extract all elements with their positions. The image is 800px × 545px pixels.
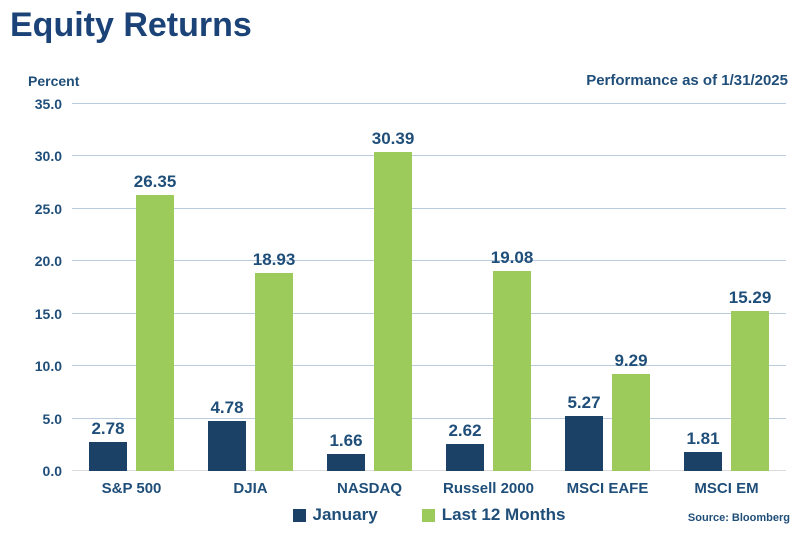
- gridline-20.0: [72, 260, 786, 262]
- plot-wrapper: 0.0 5.0 10.0 15.0 20.0 25.0 30.0 35.0 2.78 26.35…: [8, 96, 792, 479]
- bar-value-label-djia-last-12-months: 18.93: [252, 249, 296, 269]
- bar-russell-2000-last-12-months: [493, 270, 531, 471]
- legend-swatch-icon-january: [292, 508, 306, 522]
- y-tick-label-30.0: 30.0: [34, 148, 62, 165]
- y-axis: 0.0 5.0 10.0 15.0 20.0 25.0 30.0 35.0: [8, 96, 62, 479]
- bar-group-s-p-500: 2.78 26.35: [72, 104, 191, 471]
- bar-column-msci-eafe-january: 5.27: [565, 104, 603, 471]
- bar-column-msci-em-january: 1.81: [684, 104, 722, 471]
- bar-column-msci-em-last-12-months: 15.29: [728, 104, 772, 471]
- bar-group-nasdaq: 1.66 30.39: [310, 104, 429, 471]
- gridline-30.0: [72, 155, 786, 157]
- legend-item-last-12-months: Last 12 Months: [421, 505, 566, 525]
- bar-column-russell-2000-last-12-months: 19.08: [490, 104, 534, 471]
- gridline-15.0: [72, 312, 786, 314]
- x-tick-label-djia: DJIA: [233, 480, 268, 497]
- bar-value-label-msci-em-january: 1.81: [686, 429, 720, 449]
- page-title: Equity Returns: [10, 6, 252, 44]
- gridline-0.0: [72, 470, 786, 471]
- bar-value-label-nasdaq-january: 1.66: [329, 430, 363, 450]
- y-tick-label-10.0: 10.0: [34, 358, 62, 375]
- x-tick-label-nasdaq: NASDAQ: [336, 480, 402, 497]
- bar-djia-last-12-months: [255, 272, 293, 471]
- bar-value-label-s-p-500-last-12-months: 26.35: [133, 171, 177, 191]
- legend-label-january: January: [312, 505, 378, 524]
- bar-value-label-s-p-500-january: 2.78: [91, 418, 125, 438]
- x-tick-label-msci-em: MSCI EM: [694, 480, 759, 497]
- y-tick-label-25.0: 25.0: [34, 200, 62, 217]
- bar-russell-2000-january: [446, 443, 484, 471]
- x-tick-label-msci-eafe: MSCI EAFE: [566, 480, 649, 497]
- x-tick-label-russell-2000: Russell 2000: [443, 480, 534, 497]
- source-label: Source: Bloomberg: [687, 512, 790, 524]
- bar-column-russell-2000-january: 2.62: [446, 104, 484, 471]
- gridline-10.0: [72, 365, 786, 367]
- bar-djia-january: [208, 420, 246, 471]
- performance-as-of-label: Performance as of 1/31/2025: [586, 72, 788, 89]
- bar-column-s-p-500-last-12-months: 26.35: [133, 104, 177, 471]
- bar-column-nasdaq-last-12-months: 30.39: [371, 104, 415, 471]
- bar-value-label-nasdaq-last-12-months: 30.39: [371, 129, 415, 149]
- equity-returns-bar-chart: Percent Performance as of 1/31/2025 0.0 5…: [8, 72, 792, 533]
- bar-value-label-msci-eafe-january: 5.27: [567, 392, 601, 412]
- bar-group-djia: 4.78 18.93: [191, 104, 310, 471]
- bar-msci-eafe-last-12-months: [612, 373, 650, 471]
- legend-label-last-12-months: Last 12 Months: [441, 505, 566, 524]
- y-tick-label-35.0: 35.0: [34, 96, 62, 112]
- bar-s-p-500-last-12-months: [136, 194, 174, 471]
- legend-item-january: January: [292, 505, 378, 525]
- bar-msci-eafe-january: [565, 415, 603, 471]
- y-tick-label-20.0: 20.0: [34, 253, 62, 270]
- x-axis: S&P 500 DJIA NASDAQ Russell 2000 MSCI EAFE MS…: [72, 480, 786, 497]
- bar-column-s-p-500-january: 2.78: [89, 104, 127, 471]
- legend: January Last 12 Months: [72, 505, 786, 525]
- gridline-25.0: [72, 207, 786, 209]
- bar-value-label-msci-eafe-last-12-months: 9.29: [614, 350, 648, 370]
- bar-nasdaq-january: [327, 453, 365, 471]
- bar-column-djia-last-12-months: 18.93: [252, 104, 296, 471]
- bar-value-label-russell-2000-last-12-months: 19.08: [490, 247, 534, 267]
- gridline-35.0: [72, 103, 786, 104]
- bar-msci-em-last-12-months: [731, 310, 769, 471]
- bar-value-label-russell-2000-january: 2.62: [448, 420, 482, 440]
- bar-column-nasdaq-january: 1.66: [327, 104, 365, 471]
- bar-column-msci-eafe-last-12-months: 9.29: [612, 104, 650, 471]
- bar-s-p-500-january: [89, 441, 127, 471]
- y-tick-label-15.0: 15.0: [34, 305, 62, 322]
- bar-column-djia-january: 4.78: [208, 104, 246, 471]
- bar-nasdaq-last-12-months: [374, 152, 412, 471]
- chart-footer: January Last 12 Months Source: Bloomberg: [72, 503, 790, 533]
- bar-group-msci-eafe: 5.27 9.29: [548, 104, 667, 471]
- x-tick-label-s-p-500: S&P 500: [101, 480, 162, 497]
- bar-msci-em-january: [684, 452, 722, 471]
- bar-group-msci-em: 1.81 15.29: [667, 104, 786, 471]
- bar-groups: 2.78 26.35 4.78 18.93 1.66 30.39 2.62 19.08 5.27…: [72, 104, 786, 471]
- bar-group-russell-2000: 2.62 19.08: [429, 104, 548, 471]
- legend-swatch-icon-last-12-months: [421, 508, 435, 522]
- plot-area: 2.78 26.35 4.78 18.93 1.66 30.39 2.62 19.08 5.27…: [72, 103, 786, 471]
- bar-value-label-msci-em-last-12-months: 15.29: [728, 287, 772, 307]
- gridline-5.0: [72, 417, 786, 419]
- y-axis-unit-label: Percent: [28, 73, 80, 89]
- bar-value-label-djia-january: 4.78: [210, 397, 244, 417]
- chart-header: Percent Performance as of 1/31/2025: [28, 72, 788, 89]
- y-tick-label-5.0: 5.0: [42, 410, 62, 427]
- y-tick-label-0.0: 0.0: [42, 463, 62, 479]
